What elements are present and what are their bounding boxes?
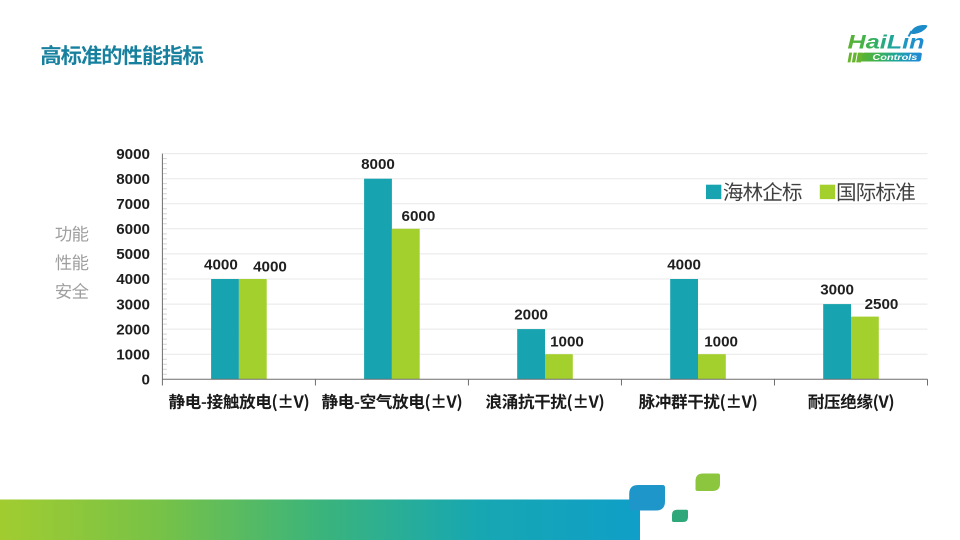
svg-text:2000: 2000 bbox=[116, 321, 150, 338]
svg-text:8000: 8000 bbox=[116, 171, 150, 188]
svg-text:6000: 6000 bbox=[116, 221, 150, 238]
svg-text:HaiLın: HaiLın bbox=[848, 32, 925, 54]
svg-text:6000: 6000 bbox=[402, 208, 436, 225]
svg-text:5000: 5000 bbox=[116, 246, 150, 263]
svg-text:2500: 2500 bbox=[865, 296, 899, 313]
svg-text:4000: 4000 bbox=[116, 271, 150, 288]
svg-text:7000: 7000 bbox=[116, 196, 150, 213]
svg-text:3000: 3000 bbox=[820, 281, 854, 298]
svg-text:Controls: Controls bbox=[872, 52, 917, 62]
svg-text:8000: 8000 bbox=[361, 156, 395, 173]
svg-text:1000: 1000 bbox=[116, 346, 150, 363]
svg-text:2000: 2000 bbox=[514, 306, 548, 323]
svg-text:1000: 1000 bbox=[704, 334, 738, 351]
svg-text:9000: 9000 bbox=[116, 146, 150, 163]
svg-text:1000: 1000 bbox=[550, 334, 584, 351]
svg-text:0: 0 bbox=[142, 372, 150, 389]
svg-text:4000: 4000 bbox=[667, 256, 701, 273]
svg-text:3000: 3000 bbox=[116, 296, 150, 313]
svg-text:4000: 4000 bbox=[253, 258, 287, 275]
svg-text:4000: 4000 bbox=[204, 256, 238, 273]
